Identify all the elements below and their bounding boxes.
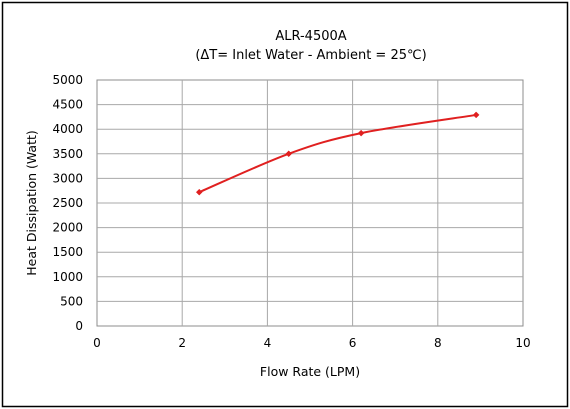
x-tick-labels: 0 2 4 6 8 10 — [93, 336, 530, 350]
x-tick-label: 6 — [349, 336, 357, 350]
data-point — [357, 129, 365, 137]
x-tick-label: 4 — [264, 336, 272, 350]
y-tick-label: 500 — [60, 294, 83, 308]
y-tick-label: 3000 — [52, 171, 83, 185]
data-point — [285, 150, 293, 158]
y-tick-label: 1000 — [52, 270, 83, 284]
data-point — [472, 111, 480, 119]
y-tick-label: 0 — [75, 319, 83, 333]
y-axis-label: Heat Dissipation (Watt) — [24, 130, 39, 276]
y-tick-label: 4500 — [52, 98, 83, 112]
y-tick-label: 2000 — [52, 221, 83, 235]
y-tick-labels: 0 500 1000 1500 2000 2500 3000 3500 4000 4500 5000 — [52, 73, 83, 333]
y-tick-label: 2500 — [52, 196, 83, 210]
y-tick-label: 3500 — [52, 147, 83, 161]
x-tick-label: 2 — [178, 336, 186, 350]
x-tick-label: 8 — [434, 336, 442, 350]
grid — [97, 80, 523, 326]
y-tick-label: 1500 — [52, 245, 83, 259]
series-group — [195, 111, 480, 196]
x-axis-label: Flow Rate (LPM) — [260, 364, 360, 379]
chart-title: ALR-4500A — [275, 29, 346, 44]
x-tick-label: 10 — [515, 336, 530, 350]
series-line — [198, 113, 477, 194]
y-tick-label: 4000 — [52, 122, 83, 136]
y-tick-label: 5000 — [52, 73, 83, 87]
data-point — [195, 188, 203, 196]
x-tick-label: 0 — [93, 336, 101, 350]
chart-subtitle: (ΔT= Inlet Water - Ambient = 25℃) — [195, 48, 426, 63]
